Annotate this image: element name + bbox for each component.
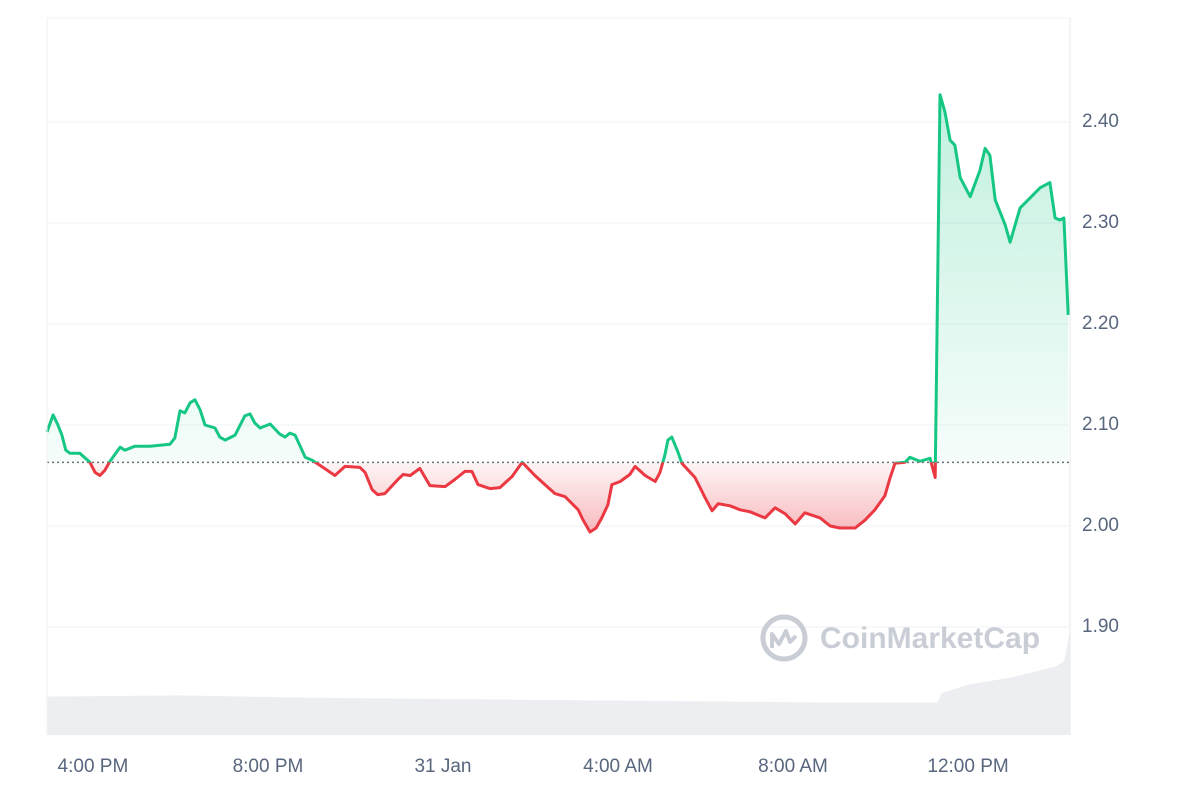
watermark-logo	[760, 614, 808, 662]
y-tick-label: 2.40	[1082, 111, 1119, 132]
lines	[45, 93, 1070, 534]
y-tick-label: 2.10	[1082, 414, 1119, 435]
x-tick-label: 4:00 PM	[58, 756, 129, 777]
x-tick-label: 12:00 PM	[927, 756, 1008, 777]
volume-area	[47, 630, 1070, 735]
x-tick-label: 8:00 AM	[758, 756, 828, 777]
watermark: CoinMarketCap	[760, 614, 1040, 662]
x-tick-label: 8:00 PM	[233, 756, 304, 777]
y-tick-label: 1.90	[1082, 616, 1119, 637]
price-line-up	[45, 93, 1070, 463]
watermark-logo-mark	[770, 629, 798, 648]
axes: 1.90 2.00 2.10 2.20 2.30 2.40 4:00 PM 8:00 PM 31…	[46, 17, 1119, 777]
y-tick-label: 2.00	[1082, 515, 1119, 536]
volume	[47, 630, 1070, 735]
y-tick-label: 2.30	[1082, 212, 1119, 233]
watermark-text: CoinMarketCap	[820, 622, 1040, 655]
y-tick-label: 2.20	[1082, 313, 1119, 334]
x-tick-label: 31 Jan	[414, 756, 471, 777]
area-down	[89, 462, 936, 532]
price-line-down	[87, 462, 937, 534]
areas	[47, 94, 1069, 532]
grid	[47, 121, 1070, 628]
x-tick-label: 4:00 AM	[583, 756, 653, 777]
area-up	[47, 94, 1069, 463]
